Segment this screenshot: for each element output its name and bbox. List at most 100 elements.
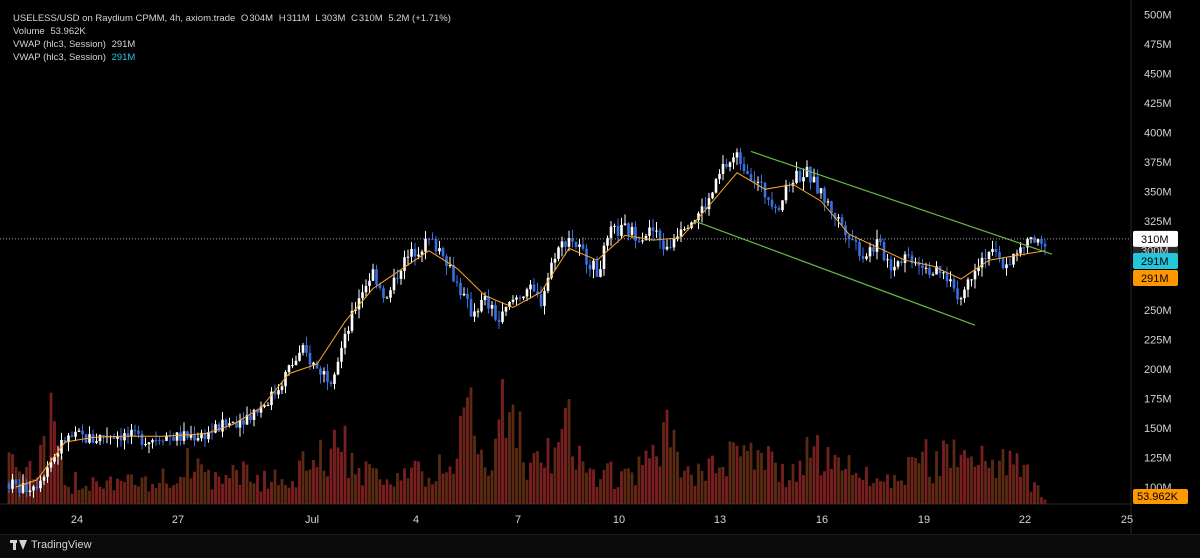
volume-bar (735, 445, 739, 504)
candle-body (952, 279, 956, 289)
volume-bar (1033, 482, 1036, 504)
legend-vwap1-row[interactable]: VWAP (hlc3, Session) 291M (13, 38, 451, 51)
volume-badge-bg (1133, 489, 1188, 504)
candle-body (221, 419, 224, 432)
candle-body (529, 284, 532, 290)
volume-badge: 53.962K (1137, 491, 1179, 503)
candle-body (977, 267, 980, 272)
volume-bar (56, 445, 60, 504)
candle-body (378, 284, 382, 289)
volume-bar (476, 454, 480, 504)
candle-body (700, 206, 704, 214)
volume-bar (84, 485, 88, 504)
volume-bar (896, 481, 900, 504)
candle-body (609, 226, 613, 238)
legend-volume-row[interactable]: Volume 53.962K (13, 25, 451, 38)
candle-body (252, 410, 256, 420)
candle-body (522, 296, 525, 299)
volume-bar (637, 456, 641, 504)
volume-bar (168, 487, 172, 504)
volume-bar (777, 481, 781, 504)
candle-body (392, 277, 396, 291)
time-axis[interactable]: 24 27 Jul 4 7 10 13 16 19 22 25 (71, 514, 1133, 526)
volume-bar (256, 474, 259, 504)
volume-bar (690, 474, 693, 504)
candle-body (266, 405, 270, 407)
candle-body (441, 248, 445, 257)
volume-bar (354, 474, 357, 504)
volume-bar (228, 478, 231, 504)
volume-bar (875, 478, 879, 504)
candle-body (1040, 238, 1043, 244)
volume-bar (119, 480, 123, 504)
volume-bar (420, 471, 424, 504)
volume-bar (956, 467, 959, 504)
volume-bar (312, 459, 315, 504)
candle-body (574, 241, 578, 247)
channel-upper-line[interactable] (750, 150, 1053, 255)
volume-bar (977, 464, 980, 504)
candle-body (595, 260, 599, 277)
volume-bar (455, 458, 459, 504)
volume-bar (529, 462, 532, 504)
volume-bar (704, 480, 707, 504)
volume-bar (137, 486, 140, 504)
volume-bar (480, 449, 483, 504)
volume-bar (627, 468, 630, 504)
x-tick-label: 4 (413, 514, 419, 526)
volume-bar (333, 429, 336, 504)
tradingview-brand[interactable]: TradingView (10, 539, 92, 551)
volume-bar (105, 480, 109, 504)
candle-body (550, 262, 553, 278)
volume-bar (665, 409, 669, 504)
candle-body (795, 170, 798, 183)
volume-bar (669, 447, 672, 504)
volume-bar (259, 491, 263, 504)
candle-body (455, 281, 459, 283)
volume-bar (361, 485, 364, 504)
vwap-line (15, 172, 1046, 488)
x-tick-label: 25 (1121, 514, 1133, 526)
candle-body (1022, 247, 1026, 249)
candle-body (518, 297, 522, 299)
candle-body (382, 288, 385, 298)
candle-body (354, 309, 357, 311)
candle-body (270, 391, 273, 406)
candle-body (1036, 238, 1040, 243)
volume-bar (245, 464, 249, 504)
candle-body (704, 206, 707, 210)
candle-body (683, 229, 686, 231)
candle-body (308, 352, 312, 365)
candle-body (53, 456, 56, 462)
candle-body (256, 410, 259, 413)
volume-bar (158, 482, 161, 504)
candle-body (991, 249, 994, 252)
candle-body (116, 436, 119, 439)
candle-body (501, 311, 504, 323)
candle-body (651, 227, 655, 231)
candle-body (399, 271, 403, 279)
candle-body (238, 420, 242, 428)
vwap1-badge-bg (1133, 253, 1178, 269)
candle-body (665, 246, 669, 250)
candle-body (679, 229, 683, 237)
candle-body (889, 259, 893, 271)
legend-symbol[interactable]: USELESS/USD on Raydium CPMM, 4h, axiom.t… (13, 13, 236, 24)
candle-body (466, 293, 469, 299)
volume-bar (844, 469, 847, 504)
candle-body (826, 201, 830, 203)
candle-body (630, 226, 634, 235)
candle-body (935, 266, 938, 275)
volume-bar (399, 480, 403, 504)
legend-volume-label: Volume (13, 26, 45, 37)
volume-bar (889, 488, 893, 504)
candle-body (371, 269, 375, 281)
legend-volume-value: 53.962K (50, 26, 86, 37)
volume-bar (102, 488, 105, 504)
candle-body (434, 239, 438, 252)
volume-bar (1043, 499, 1047, 504)
volume-bar (196, 458, 200, 504)
candle-body (732, 157, 735, 163)
legend-vwap2-row[interactable]: VWAP (hlc3, Session) 291M (13, 51, 451, 64)
